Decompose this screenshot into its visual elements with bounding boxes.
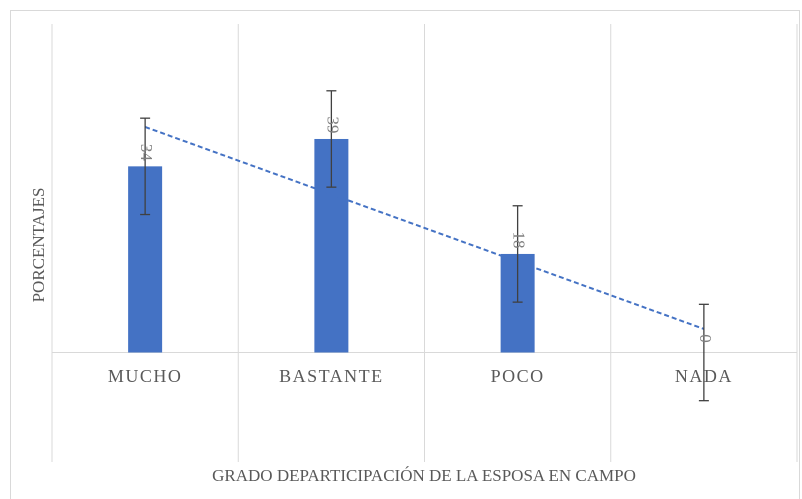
x-axis-title: GRADO DEPARTICIPACIÓN DE LA ESPOSA EN CA… — [212, 466, 636, 485]
data-label: 0 — [696, 334, 715, 343]
data-label: 34 — [137, 144, 156, 162]
data-label: 18 — [510, 231, 529, 248]
x-tick-label: NADA — [675, 366, 733, 386]
y-axis-title: PORCENTAJES — [29, 188, 48, 303]
data-label: 39 — [323, 116, 342, 133]
x-tick-label: MUCHO — [108, 366, 183, 386]
trendline — [144, 125, 705, 330]
x-tick-label: POCO — [491, 366, 545, 386]
x-tick-label: BASTANTE — [279, 366, 384, 386]
